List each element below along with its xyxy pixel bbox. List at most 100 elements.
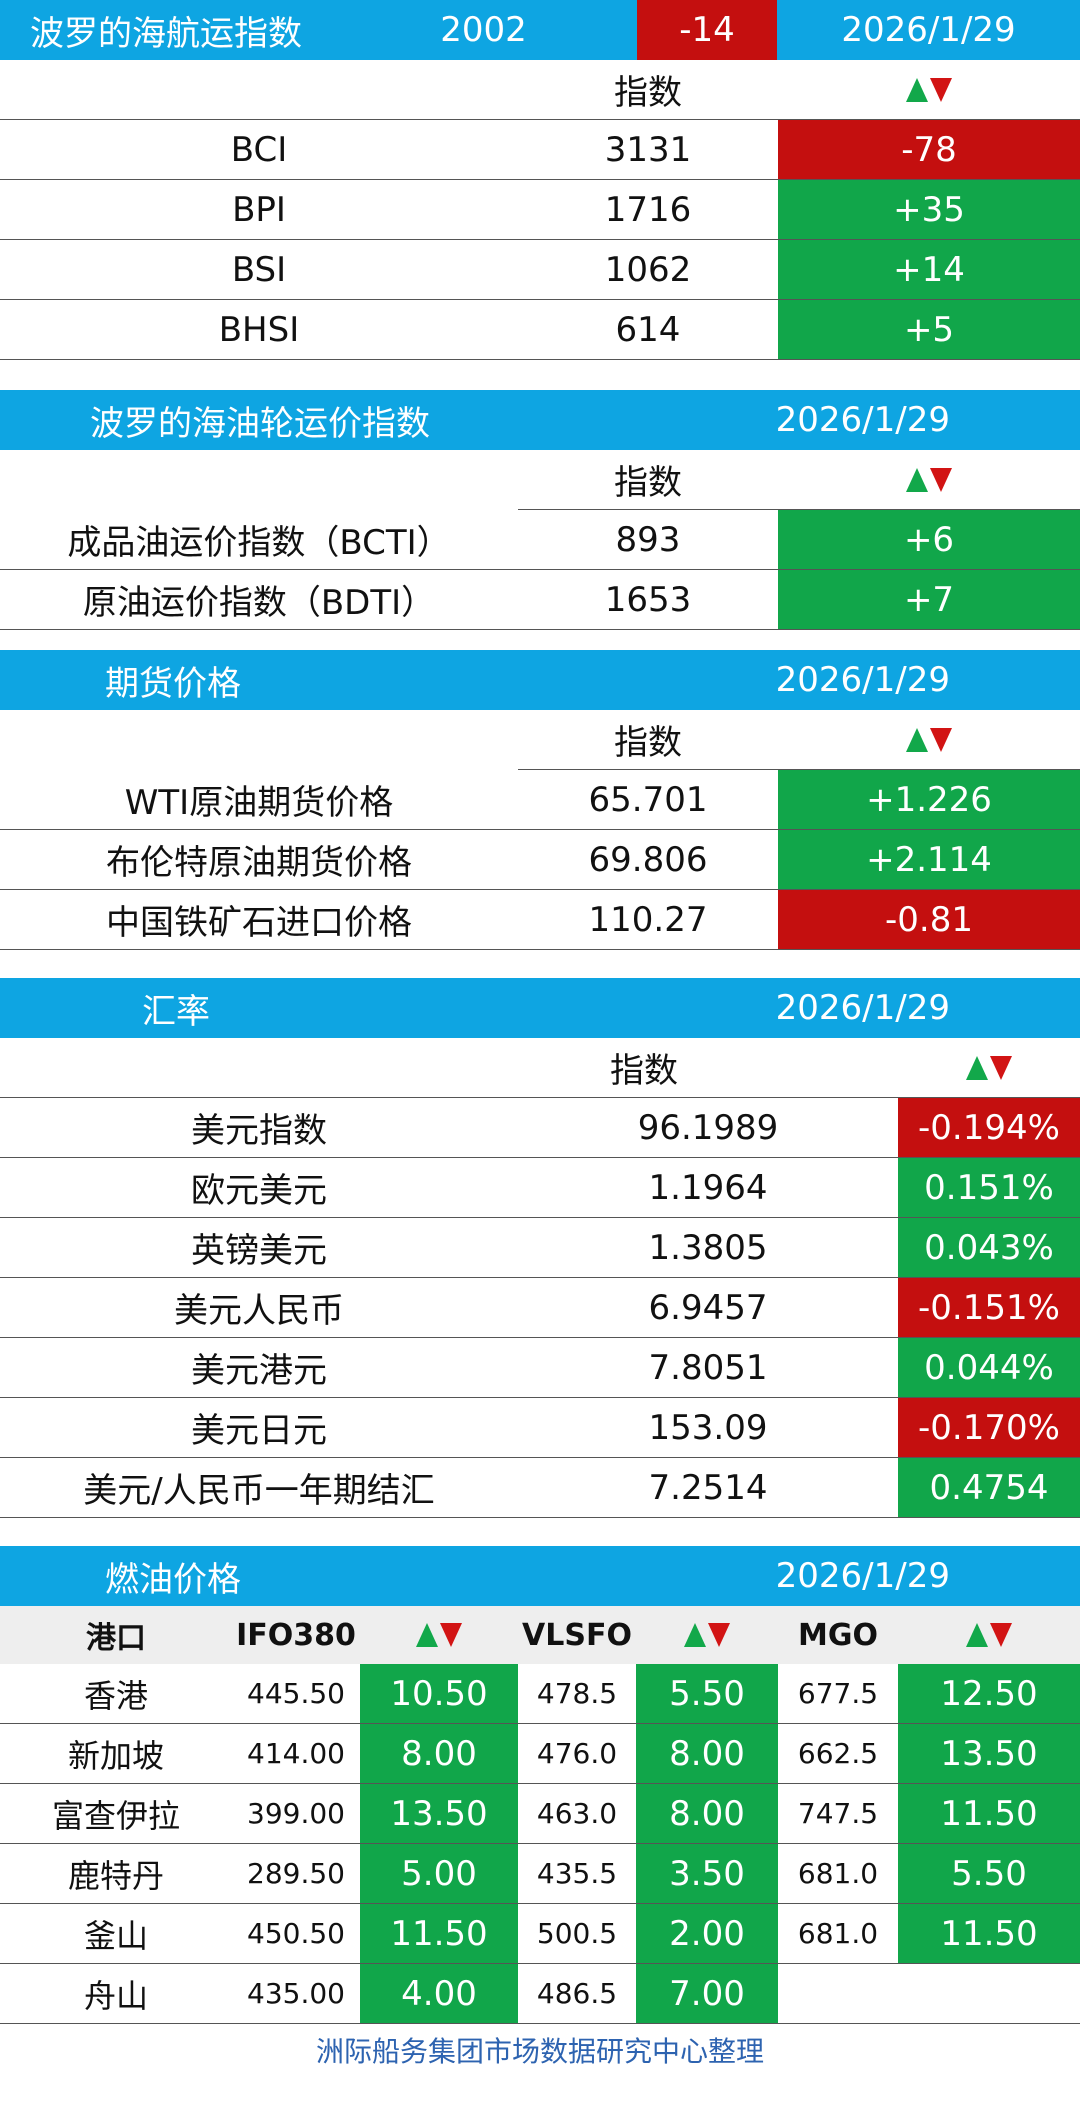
row-value: 3131: [604, 129, 692, 170]
ifo-change: 13.50: [360, 1784, 518, 1843]
row-label: BSI: [231, 249, 287, 290]
fx-header: 汇率 2026/1/29: [0, 978, 1080, 1038]
table-row: 中国铁矿石进口价格 110.27 -0.81: [0, 890, 1080, 950]
vlsfo-change-header: [636, 1606, 778, 1664]
bdi-header: 波罗的海航运指数 2002 -14 2026/1/29: [0, 0, 1080, 60]
change-badge: +2.114: [778, 830, 1080, 889]
table-row: BPI 1716 +35: [0, 180, 1080, 240]
futures-date: 2026/1/29: [775, 660, 950, 700]
table-row: 釜山 450.50 11.50 500.5 2.00 681.0 11.50: [0, 1904, 1080, 1964]
ifo-change: 4.00: [360, 1964, 518, 2023]
change-column-header: [898, 1038, 1080, 1097]
tanker-header: 波罗的海油轮运价指数 2026/1/29: [0, 390, 1080, 450]
change-badge: +1.226: [778, 770, 1080, 829]
fx-rows: 美元指数 96.1989 -0.194% 欧元美元 1.1964 0.151% 英镑美元 1.…: [0, 1098, 1080, 1518]
row-value: 1653: [604, 579, 692, 620]
table-row: 富查伊拉 399.00 13.50 463.0 8.00 747.5 11.50: [0, 1784, 1080, 1844]
table-row: BCI 3131 -78: [0, 120, 1080, 180]
row-value: 7.2514: [648, 1467, 768, 1508]
footer-credit: 洲际船务集团市场数据研究中心整理: [315, 2035, 764, 2068]
row-value: 110.27: [588, 899, 708, 940]
tanker-section: 波罗的海油轮运价指数 2026/1/29 指数 成品油运价指数（BCTI） 893…: [0, 390, 1080, 630]
row-label: 美元港元: [191, 1351, 327, 1391]
row-value: 69.806: [588, 839, 708, 880]
row-label: 美元指数: [191, 1111, 327, 1151]
ifo-column-header: IFO380: [236, 1617, 356, 1653]
vlsfo-column-header: VLSFO: [522, 1617, 632, 1653]
row-label: 布伦特原油期货价格: [106, 843, 412, 883]
change-badge: -0.151%: [898, 1278, 1080, 1337]
table-row: 美元人民币 6.9457 -0.151%: [0, 1278, 1080, 1338]
row-label: 美元日元: [191, 1411, 327, 1451]
vlsfo-price: 500.5: [536, 1917, 618, 1950]
bdi-date: 2026/1/29: [777, 0, 1080, 60]
fx-section: 汇率 2026/1/29 指数 美元指数 96.1989 -0.194% 欧元美元 1.…: [0, 978, 1080, 1518]
fx-colhead-row: 指数: [0, 1038, 1080, 1098]
row-label: BCI: [230, 129, 288, 170]
mgo-price: [778, 1964, 898, 2023]
port-name: 鹿特丹: [67, 1856, 164, 1895]
row-label: 原油运价指数（BDTI）: [82, 583, 436, 623]
table-row: 美元/人民币一年期结汇 7.2514 0.4754: [0, 1458, 1080, 1518]
futures-rows: WTI原油期货价格 65.701 +1.226 布伦特原油期货价格 69.806 +2.1…: [0, 770, 1080, 950]
row-label: 欧元美元: [191, 1171, 327, 1211]
table-row: WTI原油期货价格 65.701 +1.226: [0, 770, 1080, 830]
mgo-change: [898, 1964, 1080, 2023]
change-badge: +6: [778, 510, 1080, 569]
ifo-price: 445.50: [247, 1677, 345, 1710]
row-label: BHSI: [218, 309, 300, 350]
row-value: 7.8051: [648, 1347, 768, 1388]
table-row: 美元指数 96.1989 -0.194%: [0, 1098, 1080, 1158]
fuel-column-headers: 港口 IFO380 VLSFO MGO: [0, 1606, 1080, 1664]
mgo-change: 11.50: [898, 1904, 1080, 1963]
change-badge: 0.151%: [898, 1158, 1080, 1217]
index-column-header: 指数: [614, 73, 682, 113]
change-badge: -0.194%: [898, 1098, 1080, 1157]
up-down-arrows-icon: [966, 1055, 1012, 1080]
mgo-price: 681.0: [797, 1857, 879, 1890]
change-column-header: [778, 710, 1080, 770]
row-label: 美元人民币: [174, 1291, 344, 1331]
spacer: [0, 710, 518, 770]
bdi-section: 波罗的海航运指数 2002 -14 2026/1/29 指数 BCI 3131 -7…: [0, 0, 1080, 360]
spacer: [0, 60, 518, 119]
change-badge: +35: [778, 180, 1080, 239]
table-row: BSI 1062 +14: [0, 240, 1080, 300]
vlsfo-price: 476.0: [536, 1737, 618, 1770]
row-value: 1062: [604, 249, 692, 290]
index-column-header: 指数: [518, 710, 778, 770]
table-row: 布伦特原油期货价格 69.806 +2.114: [0, 830, 1080, 890]
table-row: 欧元美元 1.1964 0.151%: [0, 1158, 1080, 1218]
ifo-change: 5.00: [360, 1844, 518, 1903]
row-label: 英镑美元: [191, 1231, 327, 1271]
fuel-date: 2026/1/29: [775, 1556, 950, 1596]
vlsfo-change: 8.00: [636, 1724, 778, 1783]
mgo-price: 747.5: [797, 1797, 879, 1830]
table-row: BHSI 614 +5: [0, 300, 1080, 360]
mgo-change: 12.50: [898, 1664, 1080, 1723]
change-badge: -0.81: [778, 890, 1080, 949]
up-down-arrows-icon: [966, 1623, 1012, 1647]
change-badge: 0.4754: [898, 1458, 1080, 1517]
fuel-title: 燃油价格: [105, 1559, 241, 1600]
up-down-arrows-icon: [906, 727, 952, 752]
mgo-change: 11.50: [898, 1784, 1080, 1843]
vlsfo-price: 478.5: [536, 1677, 618, 1710]
port-name: 舟山: [83, 1976, 148, 2015]
mgo-column-header: MGO: [798, 1617, 878, 1653]
row-value: 614: [615, 309, 681, 350]
futures-colhead-row: 指数: [0, 710, 1080, 770]
change-badge: +7: [778, 570, 1080, 629]
index-column-header: 指数: [518, 450, 778, 510]
table-row: 美元港元 7.8051 0.044%: [0, 1338, 1080, 1398]
vlsfo-change: 8.00: [636, 1784, 778, 1843]
table-row: 新加坡 414.00 8.00 476.0 8.00 662.5 13.50: [0, 1724, 1080, 1784]
change-badge: +14: [778, 240, 1080, 299]
table-row: 鹿特丹 289.50 5.00 435.5 3.50 681.0 5.50: [0, 1844, 1080, 1904]
mgo-change: 5.50: [898, 1844, 1080, 1903]
change-column-header: [778, 60, 1080, 119]
row-label: 中国铁矿石进口价格: [106, 903, 412, 943]
port-name: 香港: [83, 1676, 148, 1715]
vlsfo-price: 486.5: [536, 1977, 618, 2010]
row-label: 成品油运价指数（BCTI）: [67, 523, 451, 563]
